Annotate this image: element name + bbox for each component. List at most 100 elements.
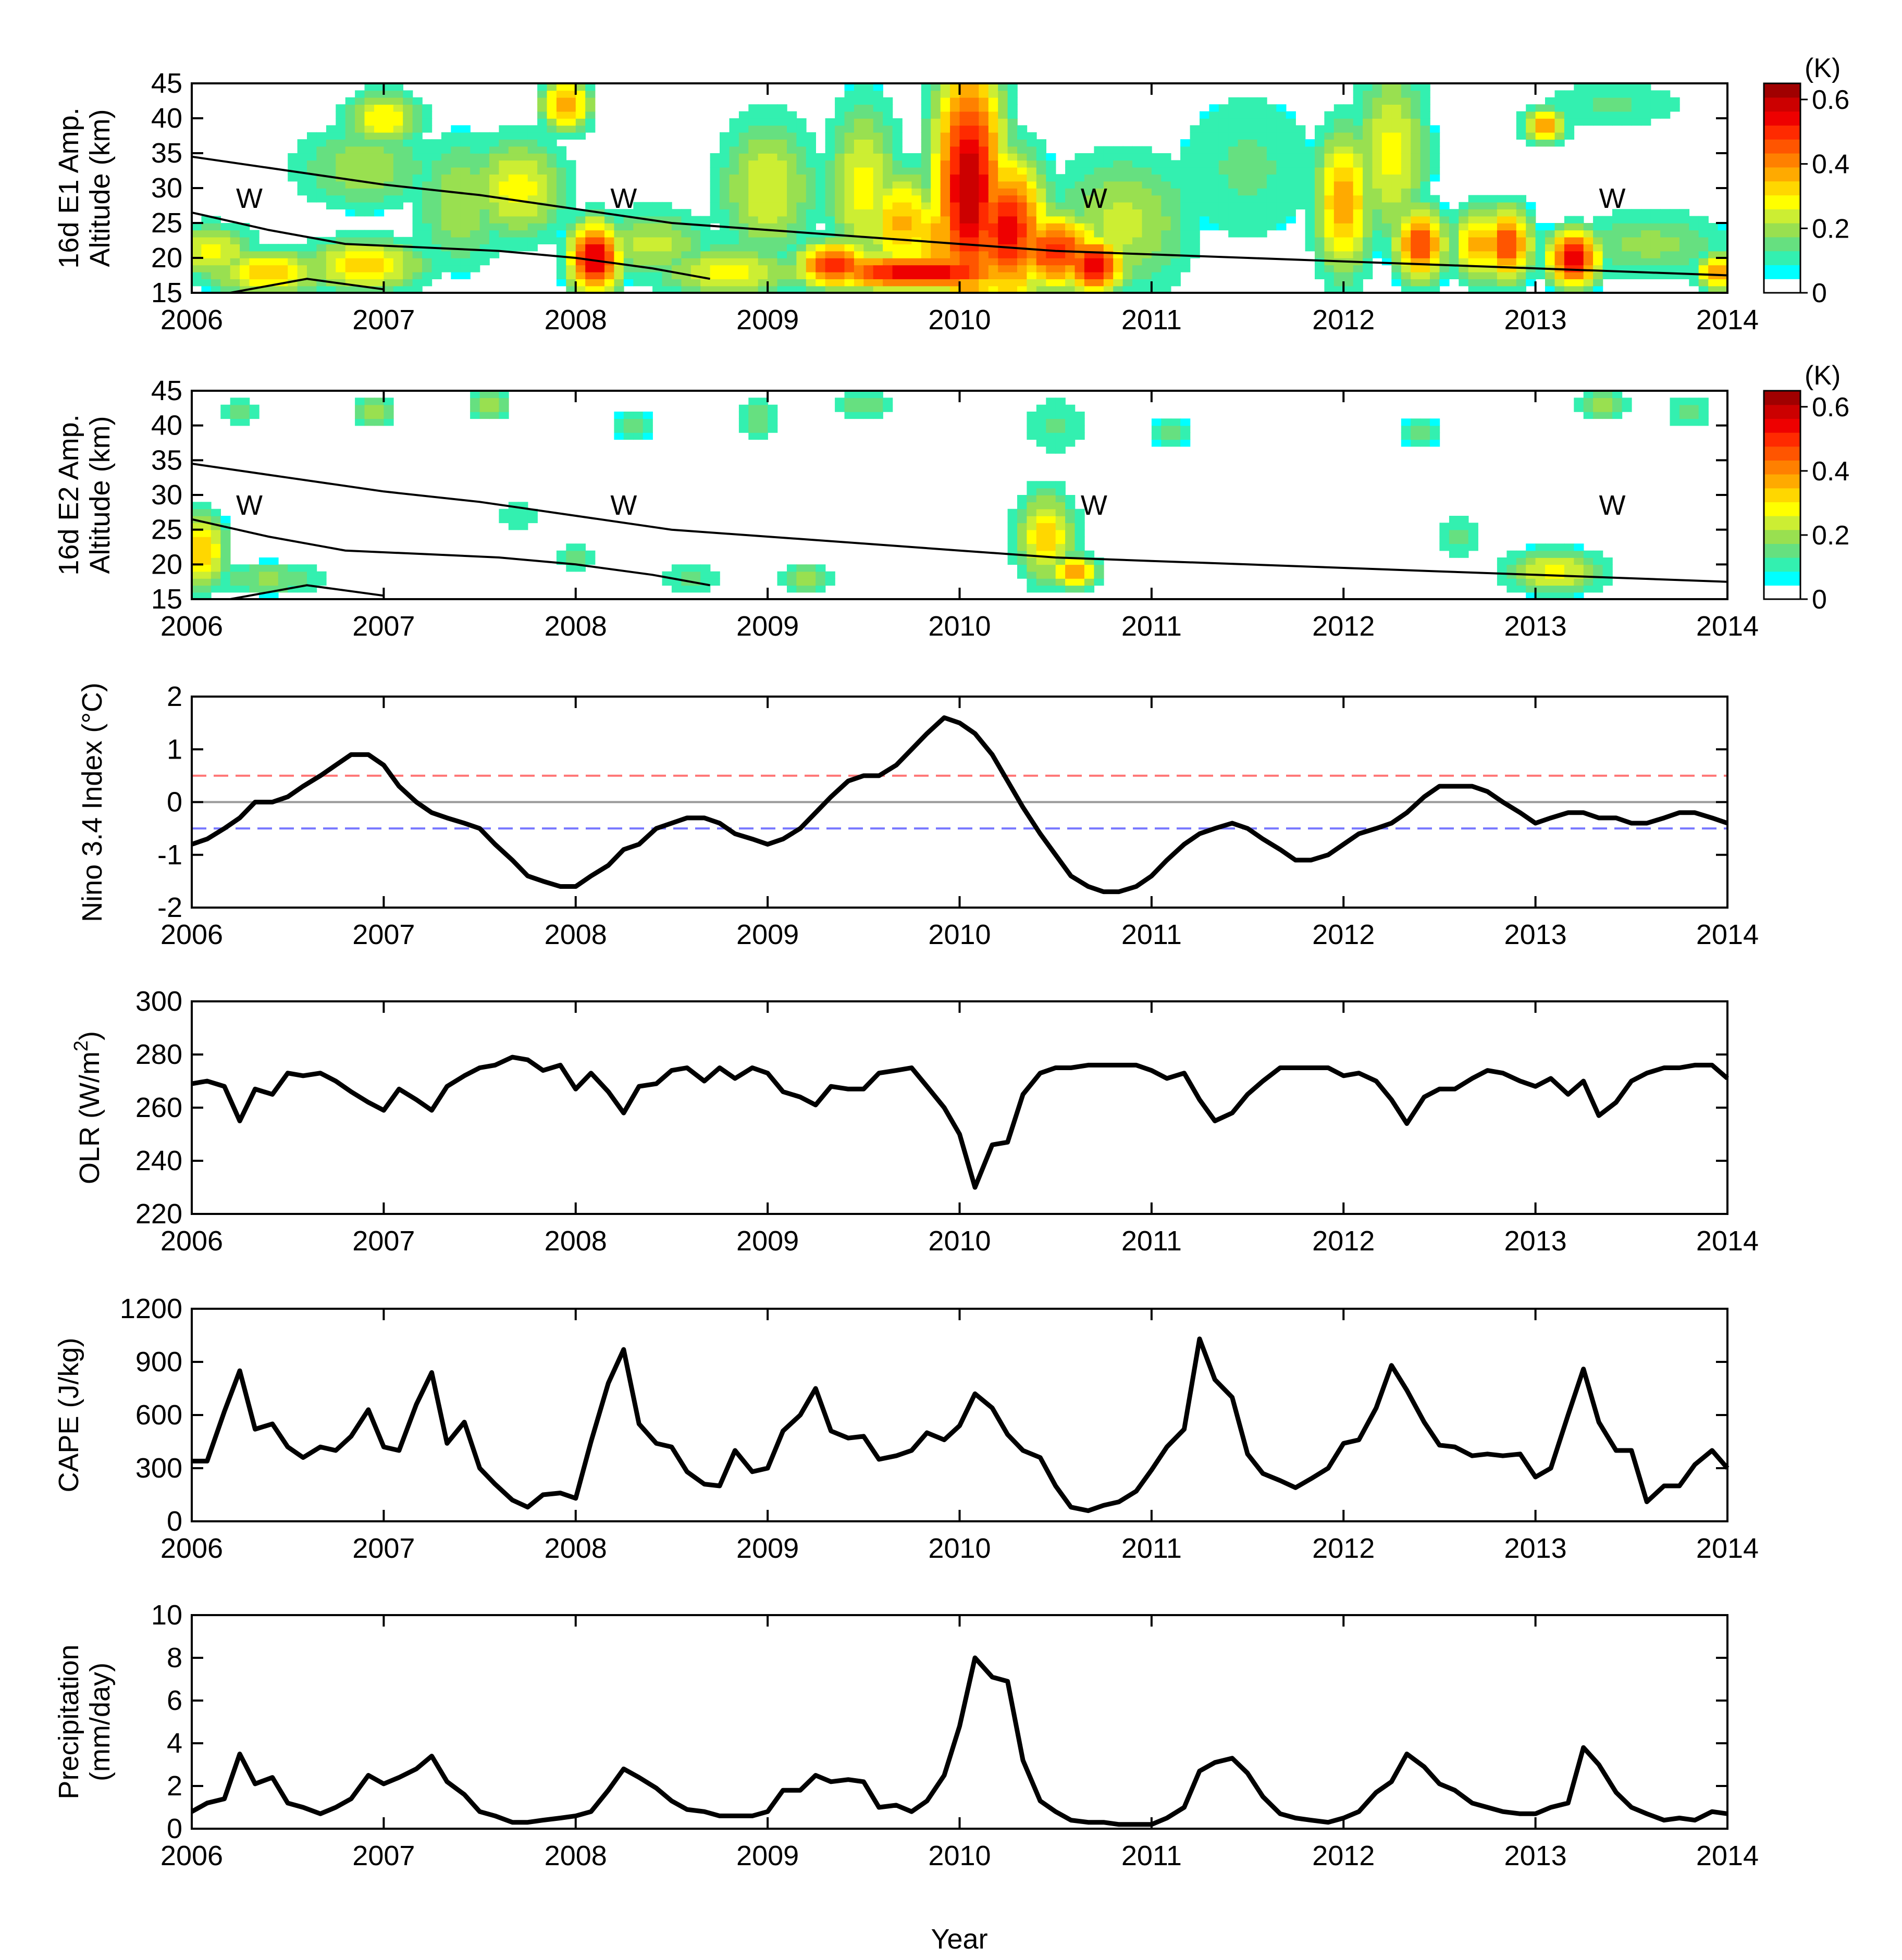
heatmap-cell	[1622, 83, 1632, 91]
heatmap-cell	[1333, 132, 1344, 140]
heatmap-cell	[518, 174, 528, 182]
heatmap-cell	[671, 230, 682, 238]
heatmap-cell	[336, 230, 346, 238]
heatmap-cell	[1065, 286, 1076, 293]
heatmap-cell	[738, 265, 749, 272]
heatmap-cell	[1574, 271, 1584, 279]
heatmap-cell	[1103, 188, 1114, 196]
heatmap-cell	[537, 188, 548, 196]
heatmap-cell	[1363, 90, 1373, 98]
heatmap-cell	[230, 418, 240, 426]
heatmap-cell	[863, 258, 874, 266]
heatmap-cell	[1180, 202, 1191, 209]
heatmap-cell	[738, 418, 749, 426]
heatmap-cell	[1113, 202, 1123, 209]
heatmap-cell	[1065, 188, 1076, 196]
heatmap-cell	[1027, 265, 1037, 272]
heatmap-cell	[393, 167, 403, 175]
heatmap-cell	[451, 237, 461, 244]
heatmap-cell	[1209, 223, 1219, 231]
heatmap-cell	[1027, 146, 1037, 154]
heatmap-cell	[1593, 578, 1603, 586]
heatmap-cell	[1286, 181, 1296, 189]
heatmap-cell	[1027, 195, 1037, 203]
heatmap-cell	[1055, 585, 1066, 593]
heatmap-cell	[1468, 251, 1478, 258]
heatmap-cell	[1363, 216, 1373, 224]
heatmap-cell	[1420, 146, 1430, 154]
heatmap-cell	[777, 237, 787, 244]
heatmap-cell	[911, 209, 922, 217]
heatmap-cell	[1372, 188, 1382, 196]
heatmap-cell	[1305, 216, 1315, 224]
heatmap-cell	[1564, 125, 1575, 133]
heatmap-cell	[1065, 523, 1076, 530]
heatmap-cell	[431, 139, 442, 147]
heatmap-cell	[1286, 209, 1296, 217]
heatmap-cell	[345, 160, 355, 168]
heatmap-cell	[883, 174, 893, 182]
heatmap-cell	[1122, 195, 1133, 203]
x-tick-label: 2009	[736, 1840, 799, 1871]
heatmap-cell	[988, 153, 998, 161]
heatmap-cell	[288, 578, 298, 586]
heatmap-cell	[825, 167, 835, 175]
heatmap-cell	[1266, 167, 1277, 175]
heatmap-cell	[1449, 237, 1460, 244]
heatmap-cell	[825, 125, 835, 133]
heatmap-cell	[950, 209, 960, 217]
heatmap-cell	[249, 251, 260, 258]
heatmap-cell	[1027, 412, 1037, 419]
heatmap-cell	[921, 90, 931, 98]
heatmap-cell	[873, 223, 883, 231]
heatmap-cell	[1036, 425, 1046, 433]
heatmap-cell	[969, 132, 980, 140]
heatmap-cell	[355, 271, 365, 279]
heatmap-cell	[1564, 585, 1575, 593]
x-tick-label: 2010	[928, 304, 991, 336]
heatmap-cell	[758, 251, 768, 258]
heatmap-cell	[1593, 83, 1603, 91]
heatmap-cell	[258, 557, 269, 565]
heatmap-cell	[566, 111, 576, 119]
heatmap-cell	[1324, 271, 1335, 279]
heatmap-cell	[1439, 529, 1450, 537]
heatmap-cell	[1602, 564, 1613, 572]
heatmap-cell	[844, 202, 855, 209]
heatmap-cell	[1411, 188, 1421, 196]
x-axis-label: Year	[931, 1924, 987, 1955]
heatmap-cell	[384, 118, 394, 126]
heatmap-cell	[1238, 195, 1248, 203]
heatmap-cell	[1315, 181, 1325, 189]
heatmap-cell	[1333, 111, 1344, 119]
heatmap-cell	[1593, 412, 1603, 419]
heatmap-cell	[1468, 209, 1478, 217]
heatmap-cell	[1554, 90, 1565, 98]
heatmap-cell	[192, 557, 202, 565]
heatmap-cell	[902, 244, 912, 252]
y-tick-label: 0	[167, 1813, 182, 1844]
heatmap-cell	[911, 160, 922, 168]
heatmap-cell	[364, 146, 375, 154]
heatmap-cell	[1170, 418, 1181, 426]
heatmap-cell	[364, 237, 375, 244]
heatmap-cell	[1132, 160, 1143, 168]
heatmap-cell	[1055, 550, 1066, 558]
heatmap-cell	[575, 223, 586, 231]
heatmap-cell	[431, 230, 442, 238]
heatmap-cell	[326, 244, 337, 252]
heatmap-cell	[422, 146, 433, 154]
heatmap-cell	[431, 223, 442, 231]
heatmap-cell	[1103, 216, 1114, 224]
heatmap-cell	[1074, 286, 1085, 293]
heatmap-cell	[1602, 244, 1613, 252]
heatmap-cell	[595, 237, 605, 244]
heatmap-cell	[393, 153, 403, 161]
heatmap-cell	[1200, 188, 1210, 196]
heatmap-cell	[979, 286, 989, 293]
heatmap-cell	[1170, 244, 1181, 252]
heatmap-cell	[1180, 195, 1191, 203]
heatmap-cell	[1007, 90, 1018, 98]
heatmap-cell	[738, 139, 749, 147]
